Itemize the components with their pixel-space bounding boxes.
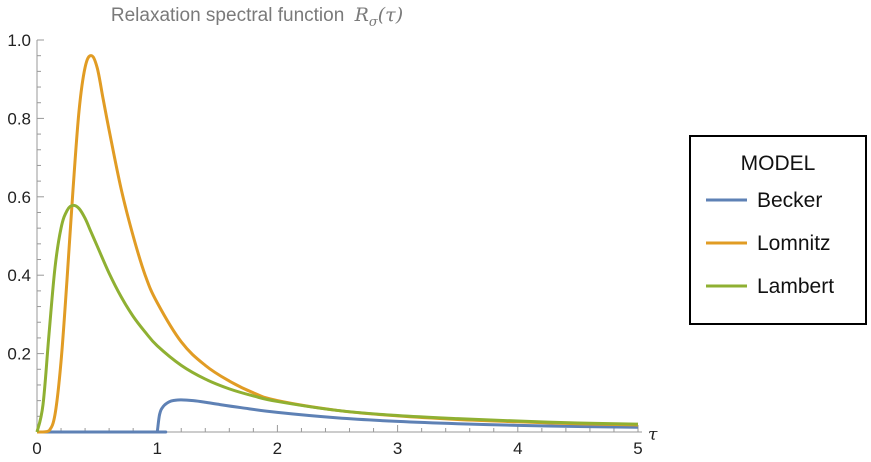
legend-label-lomnitz: Lomnitz: [757, 232, 831, 255]
legend-box: [689, 135, 867, 325]
series-line-lomnitz: [36, 54, 639, 434]
y-tick-label: 0.6: [7, 188, 31, 207]
y-tick-label: 0.4: [7, 266, 31, 285]
chart-title: Relaxation spectral function Rσ(τ): [111, 4, 403, 30]
axes: 0 1 2 3 4 5 0.2 0.4 0.6 0.8 1.0 τ: [7, 31, 658, 458]
x-tick-label: 2: [273, 439, 282, 458]
y-tick-label: 0.2: [7, 345, 31, 364]
x-tick-label: 0: [32, 439, 41, 458]
x-tick-label: 4: [513, 439, 522, 458]
plot-area: [35, 54, 639, 434]
legend-label-lambert: Lambert: [757, 275, 834, 298]
series-line-lambert: [35, 203, 639, 433]
legend-label-becker: Becker: [757, 189, 822, 212]
legend-title: MODEL: [741, 152, 816, 175]
legend: MODEL Becker Lomnitz Lambert: [689, 135, 867, 325]
x-tick-label: 1: [152, 439, 161, 458]
x-axis-label: τ: [648, 425, 658, 445]
series-line-becker: [36, 398, 639, 434]
x-tick-label: 3: [393, 439, 402, 458]
y-tick-label: 1.0: [7, 31, 31, 50]
y-tick-label: 0.8: [7, 109, 31, 128]
x-tick-label: 5: [633, 439, 642, 458]
